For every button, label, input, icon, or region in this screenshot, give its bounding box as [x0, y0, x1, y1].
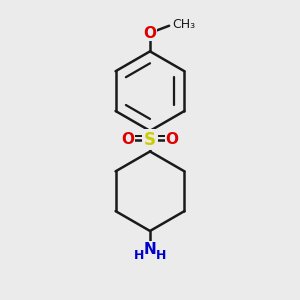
- Text: CH₃: CH₃: [172, 18, 195, 31]
- Text: O: O: [122, 132, 134, 147]
- Text: O: O: [143, 26, 157, 40]
- Text: H: H: [134, 249, 144, 262]
- Text: N: N: [144, 242, 156, 257]
- Text: S: S: [144, 131, 156, 149]
- Text: H: H: [156, 249, 166, 262]
- Text: O: O: [166, 132, 178, 147]
